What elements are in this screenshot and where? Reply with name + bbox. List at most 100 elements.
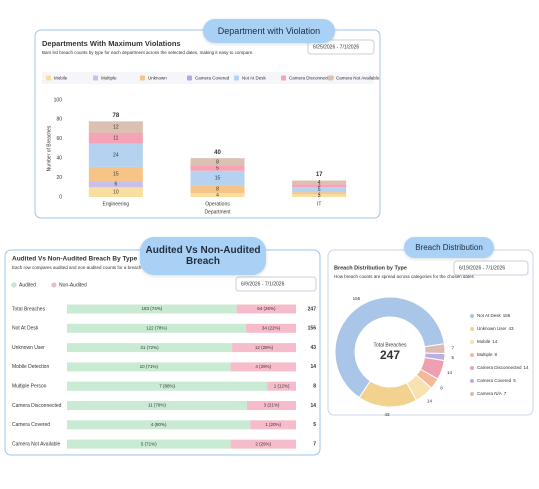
bar-segment <box>67 381 268 391</box>
bar-segment <box>67 401 247 410</box>
value-label: 3 (21%) <box>264 403 280 408</box>
slice-label: 43 <box>385 412 391 417</box>
legend-label: Camera Disconnected <box>477 365 522 370</box>
bar-segment <box>230 439 296 449</box>
badge: Audited Vs Non-Audited Breach <box>140 237 266 275</box>
legend-label: Unknown <box>148 76 167 81</box>
value-label: 31 (72%) <box>140 345 159 350</box>
value-label: 34 (22%) <box>262 325 281 330</box>
bar-segment <box>88 187 143 197</box>
row-label: Camera Disconnected <box>12 403 62 409</box>
row-label: Unknown User <box>12 345 45 351</box>
row-total: 247 <box>308 306 317 312</box>
segment-label: 5 <box>318 187 321 193</box>
value-label: 11 (79%) <box>148 403 166 408</box>
date-picker[interactable] <box>453 260 529 276</box>
row-label: Camera Covered <box>12 422 50 428</box>
segment-label: 8 <box>216 159 219 165</box>
legend-value: 14 <box>492 339 498 344</box>
legend-swatch <box>234 75 239 81</box>
total-label: 78 <box>112 113 119 119</box>
value-label: 183 (74%) <box>141 306 162 311</box>
segment-label: 10 <box>113 189 119 195</box>
bar-segment <box>246 401 296 410</box>
x-axis-label: Department <box>204 209 231 215</box>
center-label: Total Breaches <box>373 342 407 348</box>
total-label: 40 <box>214 150 221 156</box>
value-label: 122 (78%) <box>146 325 167 330</box>
date-range: 6/19/2026 - 7/1/2026 <box>459 265 505 271</box>
chart-title: Audited Vs Non-Audited Breach By Type <box>12 256 138 263</box>
slice-label: 7 <box>452 345 455 350</box>
row-label: Not At Desk <box>12 326 39 332</box>
segment-label: 15 <box>215 175 221 181</box>
date-picker[interactable] <box>235 276 317 292</box>
bar-segment <box>67 343 233 353</box>
date-picker[interactable] <box>307 39 375 55</box>
legend-dot <box>470 327 474 331</box>
bar-segment <box>292 192 347 195</box>
slice-label: 14 <box>447 370 453 375</box>
bar-segment <box>267 381 296 391</box>
row-total: 7 <box>313 441 316 447</box>
y-tick-label: 40 <box>56 156 62 162</box>
segment-label: 3 <box>318 193 321 199</box>
legend-swatch <box>140 75 145 81</box>
legend-value: 5 <box>513 378 516 383</box>
bar-segment <box>88 166 143 182</box>
bar-segment <box>292 184 347 188</box>
bar-segment <box>236 304 296 314</box>
value-label: 4 (80%) <box>151 422 167 427</box>
legend-label: Multiple <box>101 76 117 81</box>
chart-title: Departments With Maximum Violations <box>42 39 181 48</box>
value-label: 2 (29%) <box>255 441 271 446</box>
legend-dot <box>470 340 474 344</box>
legend-label: Camera N/A <box>477 391 502 396</box>
x-tick-label: IT <box>317 201 321 207</box>
legend-label: Mobile <box>54 76 68 81</box>
segment-label: 12 <box>113 124 119 130</box>
slice-label: 156 <box>353 296 361 301</box>
segment-label: 3 <box>318 183 321 189</box>
pie-slice <box>424 343 446 355</box>
chart-title: Breach Distribution by Type <box>334 265 407 271</box>
bar-segment <box>67 304 237 314</box>
legend-value: 156 <box>503 313 511 318</box>
value-label: 1 (20%) <box>265 422 281 427</box>
slice-label: 5 <box>451 355 454 360</box>
segment-label: 8 <box>216 187 219 193</box>
legend-label: Camera Not Available <box>336 76 380 81</box>
bar-segment <box>190 170 245 186</box>
total-label: 17 <box>316 172 323 178</box>
bar-segment <box>292 194 347 197</box>
legend-value: 7 <box>504 391 507 396</box>
legend-label: Not At Desk <box>477 313 502 318</box>
legend-swatch <box>93 75 98 81</box>
legend-label: Camera Covered <box>195 76 230 81</box>
legend-value: 14 <box>524 365 530 370</box>
bar-segment <box>190 158 245 166</box>
legend-swatch <box>281 75 286 81</box>
legend-dot <box>470 366 474 370</box>
bar-segment <box>250 420 296 430</box>
bar-segment <box>190 185 245 194</box>
legend-dot <box>470 379 474 383</box>
value-label: 12 (28%) <box>255 345 274 350</box>
y-axis-label: Number of Breaches <box>46 125 52 171</box>
segment-label: 6 <box>114 182 117 188</box>
value-label: 4 (29%) <box>255 364 271 369</box>
x-tick-label: Operations <box>205 201 230 207</box>
value-label: 7 (88%) <box>159 383 175 388</box>
row-label: Multiple Person <box>12 384 47 390</box>
row-label: Total Breaches <box>12 306 46 312</box>
bar-segment <box>88 121 143 133</box>
legend-dot <box>51 282 57 288</box>
y-tick-label: 0 <box>59 194 62 200</box>
pie-slice <box>334 296 445 399</box>
bar-segment <box>190 193 245 197</box>
legend-dot <box>470 314 474 318</box>
row-total: 5 <box>313 422 316 428</box>
badge: Breach Distribution <box>404 237 494 258</box>
legend-value: 43 <box>509 326 515 331</box>
bar-segment <box>67 420 251 430</box>
